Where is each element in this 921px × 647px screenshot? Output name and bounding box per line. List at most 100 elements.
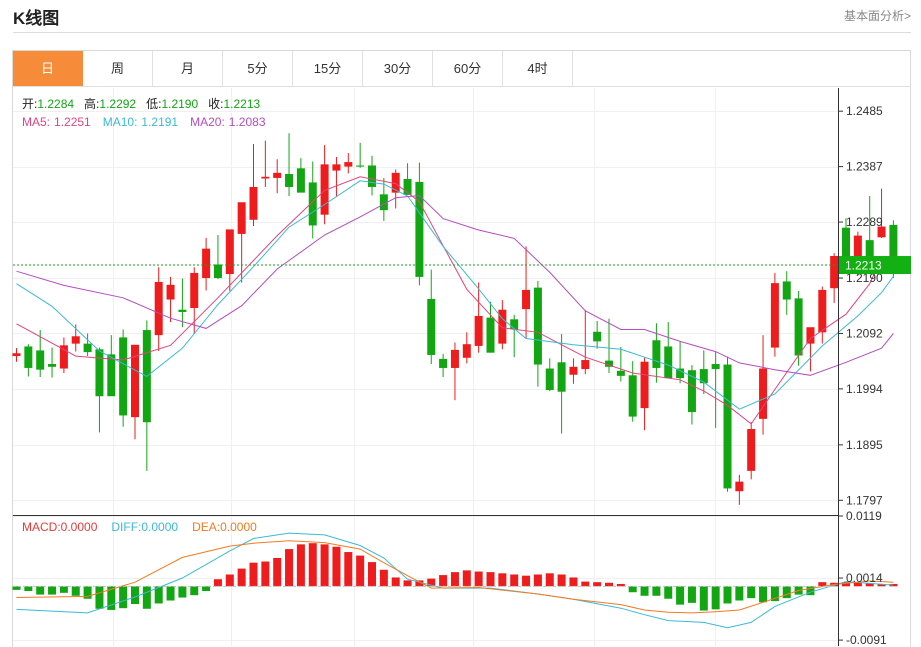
macd-bar bbox=[285, 549, 294, 587]
macd-bar bbox=[178, 586, 187, 598]
macd-bar bbox=[770, 586, 779, 602]
ma10-line bbox=[16, 180, 894, 410]
macd-bar bbox=[356, 555, 365, 587]
candle-body bbox=[131, 344, 139, 418]
macd-bar bbox=[439, 575, 448, 587]
low-value: 1.2190 bbox=[161, 97, 198, 111]
moving-average-lines bbox=[16, 176, 894, 425]
candle-body bbox=[59, 345, 68, 369]
candle-body bbox=[296, 168, 305, 193]
macd-bar bbox=[545, 573, 554, 587]
macd-signal-lines bbox=[13, 532, 894, 629]
candle-body bbox=[166, 284, 175, 300]
dea-label: DEA: bbox=[192, 520, 220, 534]
candle-body bbox=[830, 255, 839, 289]
macd-bar bbox=[747, 586, 756, 599]
high-label: 高: bbox=[84, 96, 99, 111]
tab-15min[interactable]: 15分 bbox=[293, 51, 363, 87]
tab-monthly[interactable]: 月 bbox=[153, 51, 223, 87]
candle-body bbox=[178, 309, 187, 312]
macd-axis-ticks: 0.0119 0.0014 -0.0091 bbox=[838, 509, 887, 647]
candle-body bbox=[119, 337, 128, 416]
tab-4hour[interactable]: 4时 bbox=[503, 51, 573, 87]
macd-bar bbox=[95, 586, 104, 609]
macd-bar bbox=[415, 580, 424, 587]
candle-body bbox=[154, 281, 163, 336]
candle-body bbox=[842, 227, 850, 272]
macd-legend: MACD:0.0000 DIFF:0.0000 DEA:0.0000 bbox=[22, 520, 257, 534]
candle-body bbox=[711, 363, 720, 370]
macd-bar bbox=[533, 574, 542, 587]
macd-bar bbox=[664, 586, 673, 599]
macd-bar bbox=[569, 577, 578, 587]
macd-bar bbox=[735, 586, 744, 601]
high-value: 1.2292 bbox=[99, 97, 136, 111]
tab-60min[interactable]: 60分 bbox=[433, 51, 503, 87]
macd-bar bbox=[83, 586, 92, 599]
candle-body bbox=[379, 194, 388, 211]
page-title: K线图 bbox=[13, 9, 60, 28]
candle-body bbox=[664, 346, 673, 379]
fundamental-analysis-link[interactable]: 基本面分析> bbox=[843, 9, 911, 23]
ma10-value: 1.2191 bbox=[141, 115, 178, 129]
macd-bar bbox=[48, 586, 57, 595]
price-tick-label: 1.2485 bbox=[846, 104, 883, 118]
candle-body bbox=[510, 319, 519, 330]
candle-body bbox=[48, 363, 57, 367]
macd-bar bbox=[308, 543, 317, 587]
close-value: 1.2213 bbox=[223, 97, 260, 111]
candle-body bbox=[237, 202, 246, 234]
candle-body bbox=[95, 349, 104, 397]
tab-daily[interactable]: 日 bbox=[13, 51, 83, 87]
candle-body bbox=[332, 164, 341, 171]
candle-body bbox=[462, 344, 471, 358]
candlestick-series bbox=[12, 133, 898, 505]
macd-bar bbox=[711, 586, 720, 610]
macd-bar bbox=[368, 562, 376, 587]
dea-line bbox=[16, 540, 894, 614]
price-tick-label: 1.1994 bbox=[846, 382, 883, 396]
candle-body bbox=[273, 172, 282, 178]
macd-bar bbox=[107, 586, 116, 610]
macd-bar bbox=[119, 586, 128, 609]
macd-bar bbox=[581, 581, 590, 587]
macd-label: MACD: bbox=[22, 520, 61, 534]
macd-bar bbox=[522, 575, 531, 587]
macd-bar bbox=[154, 586, 163, 604]
candle-body bbox=[877, 226, 886, 238]
chart-frame bbox=[12, 50, 911, 647]
candle-body bbox=[676, 368, 685, 379]
candle-body bbox=[640, 361, 649, 409]
macd-bar bbox=[498, 573, 507, 587]
ma20-value: 1.2083 bbox=[229, 115, 266, 129]
macd-bar bbox=[190, 586, 199, 596]
ma5-label: MA5: bbox=[22, 115, 50, 129]
ma5-value: 1.2251 bbox=[54, 115, 91, 129]
candle-body bbox=[24, 346, 33, 368]
candle-body bbox=[759, 368, 768, 419]
candle-body bbox=[415, 181, 424, 277]
macd-bar bbox=[853, 582, 862, 587]
macd-histogram bbox=[12, 543, 898, 611]
ma-legend: MA5: 1.2251 MA10: 1.2191 MA20: 1.2083 bbox=[22, 115, 266, 129]
macd-tick-label: 0.0014 bbox=[846, 571, 883, 585]
price-tick-label: 1.2289 bbox=[846, 215, 883, 229]
candle-body bbox=[569, 366, 578, 375]
candle-body bbox=[403, 179, 412, 195]
candle-body bbox=[687, 370, 696, 413]
macd-bar bbox=[403, 580, 412, 587]
candle-body bbox=[581, 360, 590, 370]
macd-bar bbox=[818, 582, 827, 587]
candle-body bbox=[545, 368, 554, 391]
macd-bar bbox=[213, 579, 222, 587]
ma20-line bbox=[16, 194, 894, 376]
macd-bar bbox=[616, 583, 625, 587]
current-price-label: 1.2213 bbox=[845, 259, 882, 273]
current-price-marker: 1.2213 bbox=[13, 256, 911, 275]
macd-bar bbox=[427, 578, 436, 587]
candle-body bbox=[806, 327, 815, 344]
open-label: 开: bbox=[22, 97, 37, 111]
macd-tick-label: -0.0091 bbox=[846, 633, 887, 647]
candle-body bbox=[616, 370, 625, 376]
